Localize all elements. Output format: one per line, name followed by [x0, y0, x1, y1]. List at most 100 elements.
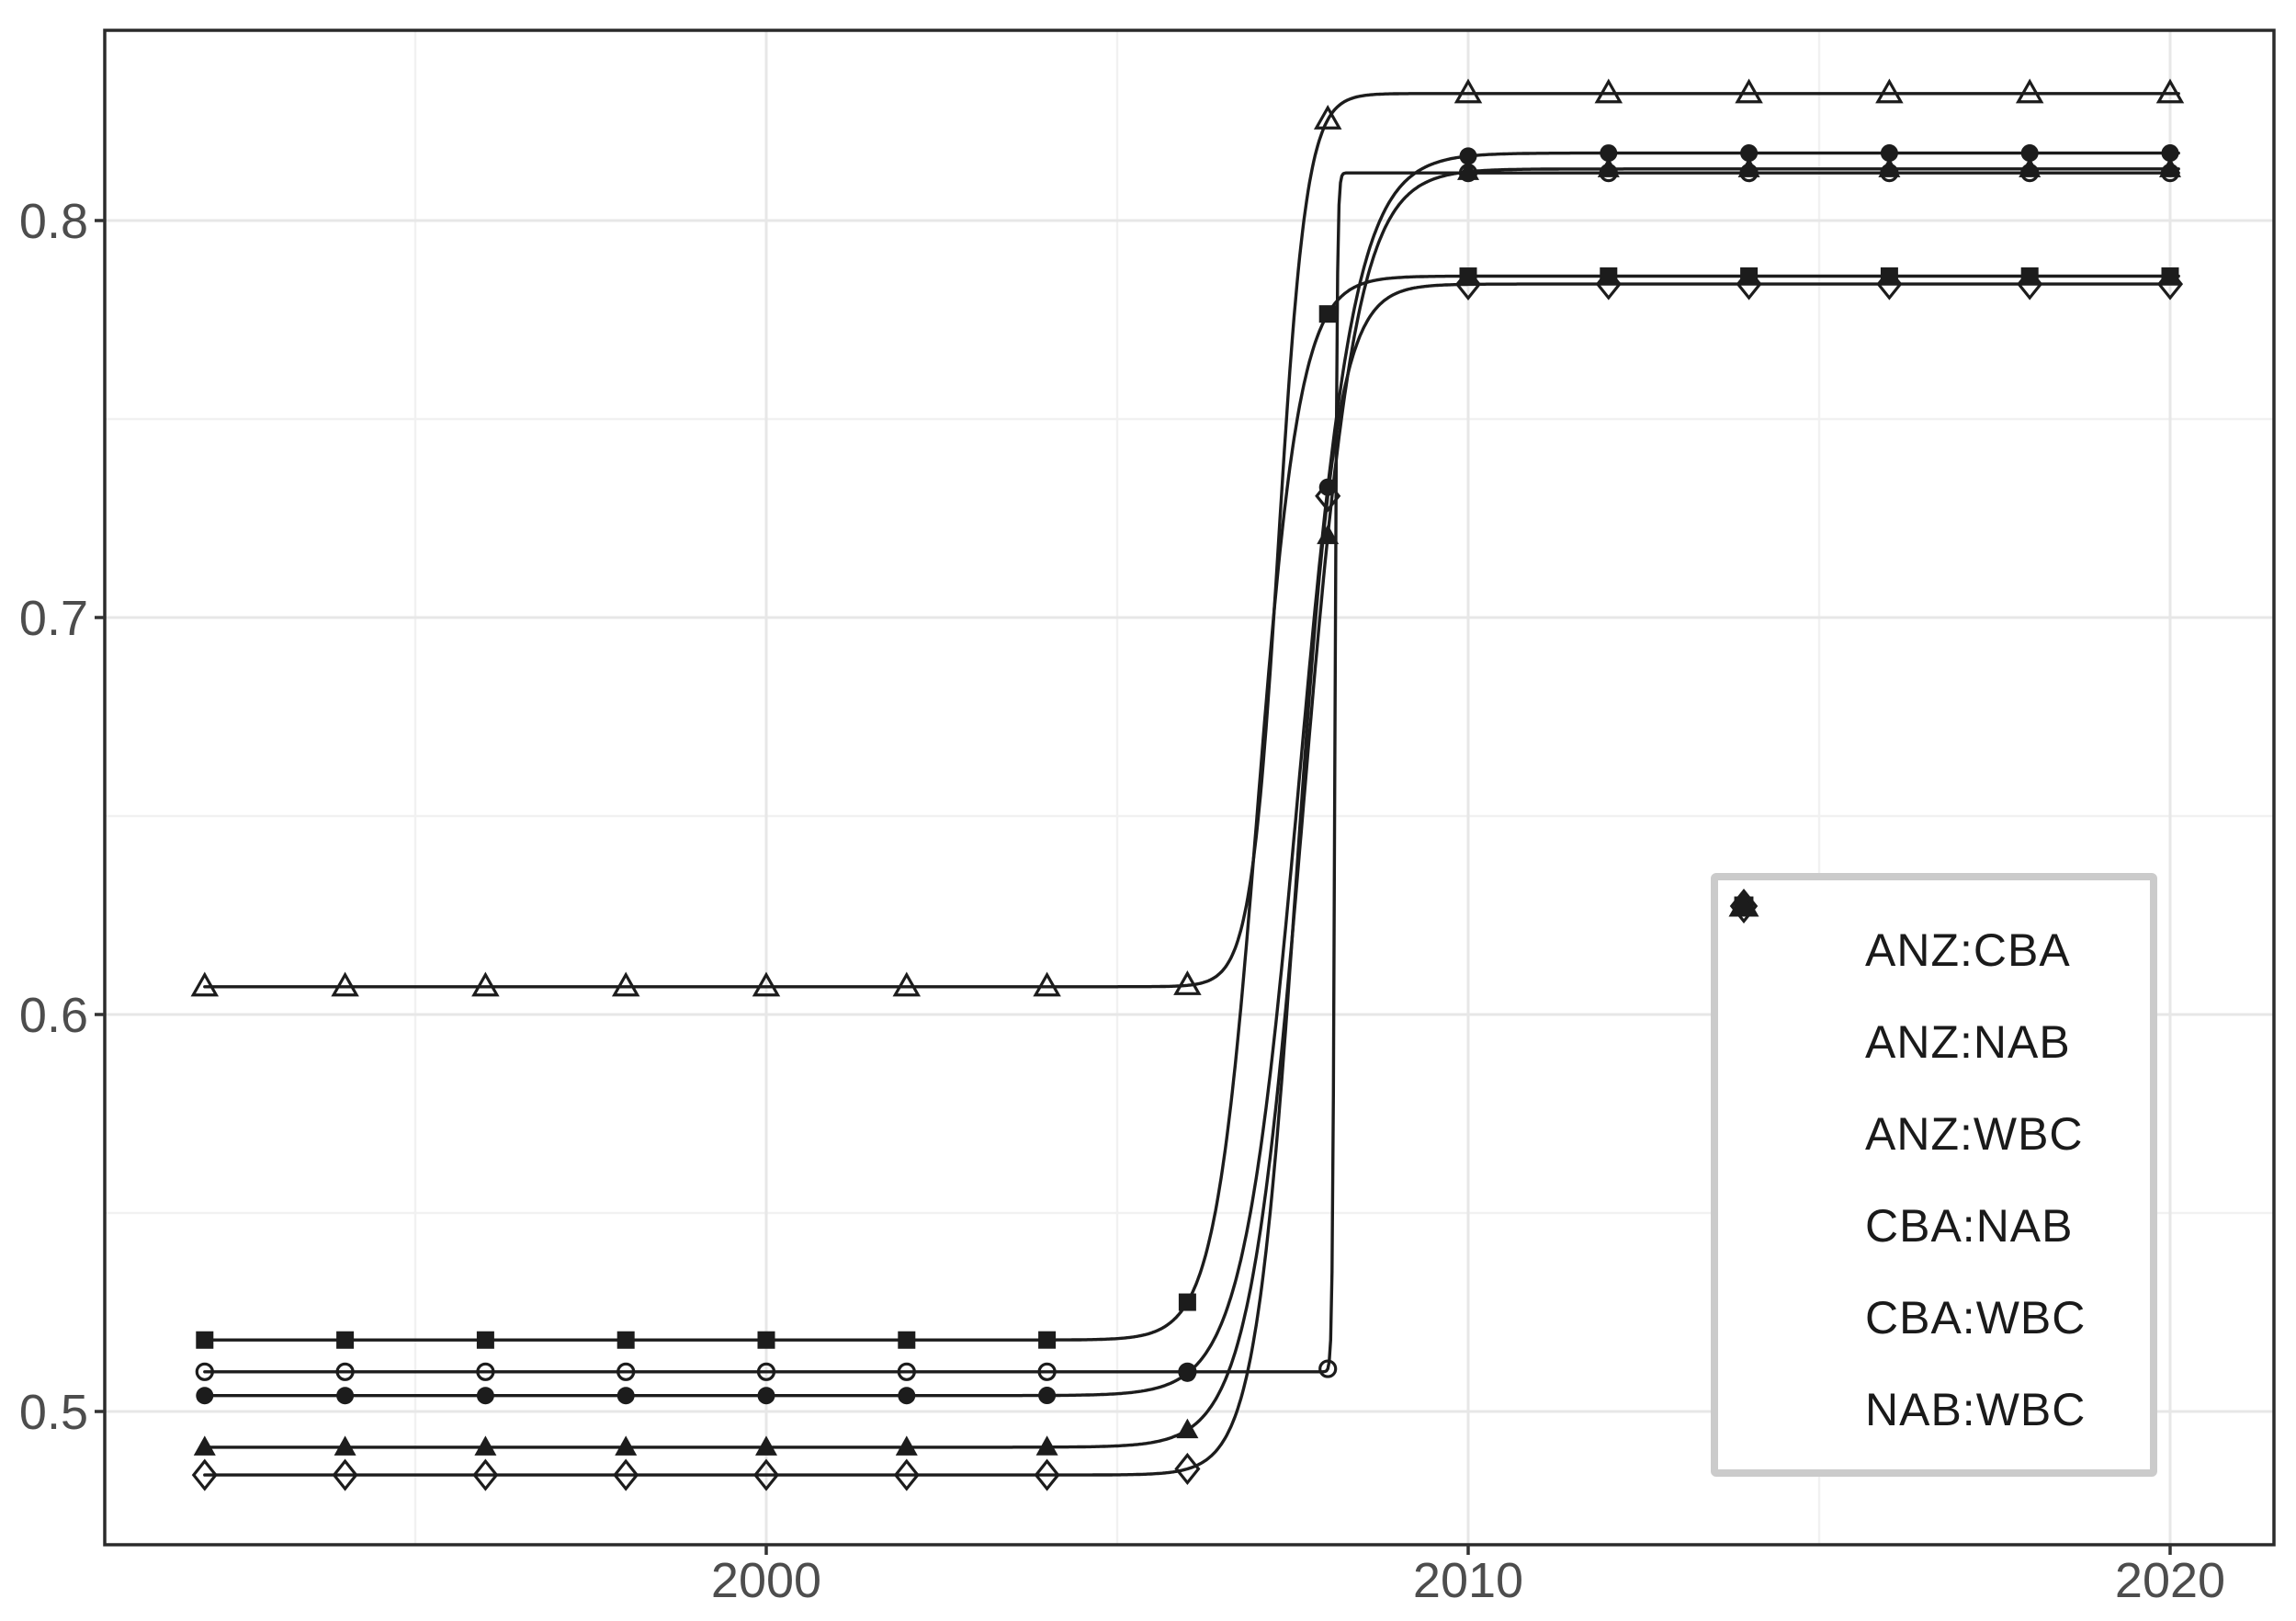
series-line-anz-cba — [203, 282, 2180, 1477]
y-tick-label-0.7: 0.7 — [19, 591, 88, 646]
y-tick-label-0.5: 0.5 — [19, 1385, 88, 1440]
open-circle-marker — [1037, 1362, 1057, 1381]
open-triangle-marker — [611, 971, 640, 997]
filled-square-marker — [898, 1331, 916, 1349]
filled-triangle-marker — [2159, 157, 2181, 177]
series-cba-wbc — [196, 144, 2180, 1405]
legend-item-cba-wbc[interactable]: CBA:WBC — [1718, 896, 2150, 1364]
legend-item-anz-cba[interactable]: ANZ:CBA — [1718, 888, 2150, 996]
filled-circle-marker — [336, 1387, 355, 1405]
filled-square-marker — [1880, 266, 1898, 285]
open-triangle-marker — [471, 971, 500, 997]
open-diamond-marker — [752, 1458, 780, 1491]
y-tick-label-0.6: 0.6 — [19, 988, 88, 1043]
filled-triangle-marker — [1878, 157, 1901, 177]
series-markers-cba-wbc — [196, 144, 2179, 1405]
filled-circle-marker — [1600, 144, 1618, 163]
legend-item-label: CBA:WBC — [1865, 1292, 2087, 1343]
filled-triangle-marker — [1176, 1418, 1199, 1439]
filled-square-marker — [616, 1331, 635, 1349]
filled-circle-marker — [2161, 144, 2179, 163]
filled-square-marker — [336, 1331, 355, 1349]
filled-circle-marker — [1178, 1364, 1196, 1382]
filled-square-marker — [757, 1331, 775, 1349]
filled-circle-marker — [196, 1387, 214, 1405]
open-triangle-marker — [2015, 78, 2044, 104]
x-tick-label-2000: 2000 — [711, 1553, 821, 1608]
open-diamond-marker — [1034, 1458, 1060, 1491]
legend-item-anz-wbc[interactable]: ANZ:WBC — [1718, 890, 2150, 1180]
panel-border — [103, 28, 2276, 1547]
open-triangle-marker — [1594, 78, 1623, 104]
legend-item-nab-wbc[interactable]: NAB:WBC — [1718, 893, 2150, 1456]
filled-square-marker — [1600, 266, 1618, 285]
filled-square-marker — [1038, 1331, 1057, 1349]
open-diamond-marker — [191, 1458, 218, 1491]
filled-circle-marker — [476, 1387, 494, 1405]
open-triangle-marker — [1453, 78, 1483, 104]
open-triangle-marker — [1875, 78, 1904, 104]
y-tick-label-0.8: 0.8 — [19, 194, 88, 249]
open-circle-marker — [616, 1362, 636, 1381]
filled-triangle-marker — [474, 1435, 497, 1456]
open-triangle-marker — [190, 971, 220, 997]
legend-item-anz-nab[interactable]: ANZ:NAB — [1718, 896, 2150, 1088]
filled-triangle-marker — [895, 1435, 918, 1456]
series-cba-nab — [196, 266, 2180, 1349]
open-circle-marker — [476, 1362, 495, 1381]
filled-square-marker — [1178, 1293, 1196, 1311]
x-tick-label-2010: 2010 — [1413, 1553, 1523, 1608]
open-circle-marker — [756, 1362, 776, 1381]
series-markers-anz-wbc — [190, 78, 2185, 997]
series-line-anz-wbc — [203, 92, 2180, 989]
filled-triangle-marker — [1737, 157, 1760, 177]
x-tick-label-2020: 2020 — [2115, 1553, 2225, 1608]
legend-item-label: ANZ:NAB — [1865, 1016, 2071, 1068]
filled-square-marker — [1318, 305, 1337, 323]
open-triangle-marker — [2155, 78, 2185, 104]
open-circle-marker — [195, 1362, 214, 1381]
filled-square-marker — [1740, 266, 1759, 285]
filled-triangle-marker — [1035, 1435, 1058, 1456]
filled-circle-marker — [2020, 144, 2039, 163]
legend-item-cba-nab[interactable]: CBA:NAB — [1718, 896, 2150, 1272]
filled-square-marker — [476, 1331, 494, 1349]
open-triangle-marker — [1735, 78, 1763, 104]
filled-square-marker — [2161, 266, 2179, 285]
open-diamond-marker — [472, 1458, 499, 1491]
open-triangle-marker — [892, 971, 922, 997]
filled-circle-marker — [757, 1387, 775, 1405]
series-markers-cba-nab — [196, 266, 2179, 1349]
filled-triangle-marker — [755, 1435, 777, 1456]
filled-triangle-marker — [1731, 893, 1757, 915]
open-triangle-marker — [1313, 105, 1342, 130]
open-diamond-marker — [613, 1458, 639, 1491]
open-diamond-marker — [893, 1458, 920, 1491]
filled-circle-marker — [1880, 144, 1898, 163]
legend-item-label: NAB:WBC — [1865, 1384, 2087, 1435]
filled-triangle-marker — [334, 1435, 356, 1456]
open-triangle-marker — [331, 971, 359, 997]
open-triangle-marker — [1033, 971, 1061, 997]
open-circle-marker — [897, 1362, 916, 1381]
series-nab-wbc — [193, 157, 2181, 1456]
open-triangle-marker — [1173, 970, 1202, 995]
open-diamond-marker — [332, 1458, 358, 1491]
axis-ticks — [95, 219, 2172, 1555]
open-circle-marker — [1318, 1359, 1338, 1378]
filled-triangle-marker — [193, 1435, 216, 1456]
axis-labels: 0.5 0.6 0.7 0.8 2000 2010 2020 — [19, 194, 2225, 1608]
open-circle-marker — [335, 1362, 355, 1381]
filled-square-marker — [196, 1331, 214, 1349]
open-diamond-marker — [1174, 1452, 1201, 1486]
series-markers-nab-wbc — [193, 157, 2181, 1456]
series-anz-wbc — [190, 78, 2185, 997]
legend-item-label: CBA:NAB — [1865, 1200, 2074, 1252]
legend: ANZ:CBA ANZ:NAB ANZ:WBC CBA:NAB CBA:WBC NAB:W… — [1711, 873, 2157, 1477]
filled-circle-marker — [898, 1387, 916, 1405]
filled-circle-marker — [1740, 144, 1759, 163]
filled-triangle-marker — [615, 1435, 638, 1456]
filled-square-marker — [2020, 266, 2039, 285]
